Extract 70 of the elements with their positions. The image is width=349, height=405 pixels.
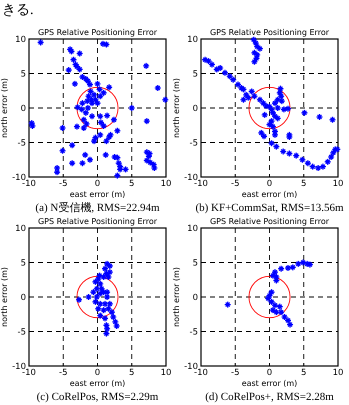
y-tick-label: 5 [192, 258, 198, 268]
x-tick-label: -5 [59, 368, 68, 378]
x-tick-label: 10 [160, 368, 172, 378]
x-tick-label: 0 [94, 368, 100, 378]
y-tick-label: -5 [18, 138, 26, 148]
y-tick-label: 0 [192, 293, 198, 303]
point [92, 278, 100, 286]
y-tick-label: 10 [187, 35, 198, 45]
point [75, 296, 83, 304]
point [268, 288, 276, 296]
point [103, 293, 111, 301]
x-tick-label: 5 [129, 179, 134, 189]
point [103, 325, 111, 332]
point [271, 302, 279, 309]
point [102, 330, 110, 338]
chart-title: GPS Relative Positioning Error [210, 28, 330, 37]
point [96, 312, 104, 320]
x-tick-label: -5 [231, 368, 240, 378]
x-axis-title: east error (m) [70, 379, 126, 388]
point [94, 305, 102, 312]
y-tick-label: -5 [190, 138, 198, 148]
y-tick-label: -5 [190, 328, 198, 338]
y-axis-title: north error (m) [172, 267, 181, 327]
y-tick-label: 10 [15, 35, 26, 45]
point [224, 300, 232, 308]
text: (b) KF+CommSat, RMS=13.56m [195, 202, 344, 214]
point [92, 298, 100, 306]
point [268, 298, 276, 306]
y-tick-label: 10 [15, 224, 26, 234]
point [280, 313, 288, 321]
point [284, 316, 292, 324]
text: (d) CoRelPos+, RMS=2.28m [205, 391, 334, 403]
y-tick-label: 0 [20, 104, 26, 114]
y-tick-label: 5 [192, 70, 198, 80]
y-axis-title: north error (m) [172, 78, 181, 138]
point [102, 322, 110, 329]
x-axis-title: east error (m) [242, 190, 298, 199]
x-tick-label: 10 [160, 179, 172, 189]
chart-title: GPS Relative Positioning Error [210, 217, 330, 226]
x-tick-label: -5 [59, 179, 68, 189]
chart-title: GPS Relative Positioning Error [38, 28, 158, 37]
x-tick-label: 5 [129, 368, 134, 378]
point [112, 318, 119, 326]
x-axis-title: east error (m) [70, 190, 126, 199]
chart-title: GPS Relative Positioning Error [38, 217, 158, 226]
y-tick-label: 5 [20, 258, 26, 268]
text: きる. [2, 3, 34, 18]
y-tick-label: 0 [192, 104, 198, 114]
x-tick-label: 5 [301, 368, 306, 378]
x-tick-label: -5 [231, 179, 240, 189]
x-tick-label: 10 [332, 368, 344, 378]
point [269, 272, 277, 280]
text: (a) N受信機, RMS=22.94m [35, 201, 160, 214]
y-tick-label: 0 [20, 293, 26, 303]
point [266, 292, 274, 300]
x-axis-title: east error (m) [242, 379, 298, 388]
y-axis-title: north error (m) [0, 78, 9, 138]
x-tick-label: 10 [332, 179, 344, 189]
point [93, 293, 100, 301]
y-tick-label: 5 [20, 70, 26, 80]
text: (c) CoRelPos, RMS=2.29m [36, 391, 159, 403]
y-tick-label: -5 [18, 328, 26, 338]
point [286, 320, 294, 328]
x-tick-label: 5 [301, 179, 306, 189]
x-tick-label: 0 [266, 368, 272, 378]
y-axis-title: north error (m) [0, 267, 9, 327]
point [108, 308, 116, 316]
x-tick-label: 0 [266, 179, 272, 189]
y-tick-label: 10 [187, 224, 198, 234]
x-tick-label: 0 [94, 179, 100, 189]
